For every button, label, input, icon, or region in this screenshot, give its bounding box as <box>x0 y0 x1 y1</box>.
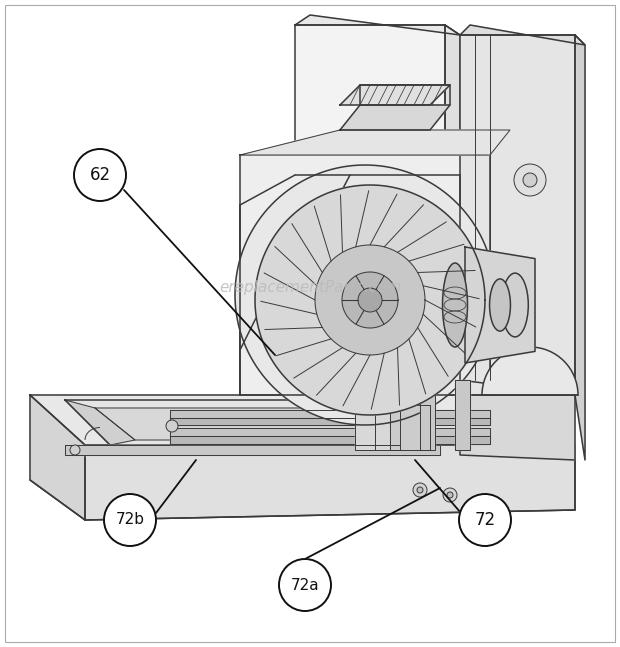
Text: 72: 72 <box>474 511 495 529</box>
Circle shape <box>514 164 546 196</box>
Circle shape <box>279 559 331 611</box>
Circle shape <box>459 494 511 546</box>
Polygon shape <box>315 245 425 355</box>
Polygon shape <box>235 165 495 425</box>
Circle shape <box>417 487 423 493</box>
Polygon shape <box>575 35 585 460</box>
Circle shape <box>358 288 382 312</box>
Ellipse shape <box>502 273 528 337</box>
Polygon shape <box>460 380 575 460</box>
Circle shape <box>447 492 453 498</box>
Polygon shape <box>445 25 460 395</box>
Circle shape <box>70 445 80 455</box>
Wedge shape <box>482 347 578 395</box>
Polygon shape <box>65 400 440 445</box>
Circle shape <box>74 149 126 201</box>
Polygon shape <box>240 130 510 155</box>
Polygon shape <box>170 428 490 436</box>
Polygon shape <box>255 185 485 415</box>
Polygon shape <box>295 25 445 395</box>
Polygon shape <box>420 380 435 450</box>
Circle shape <box>166 420 178 432</box>
Circle shape <box>104 494 156 546</box>
Polygon shape <box>170 436 490 444</box>
Polygon shape <box>170 410 490 418</box>
Polygon shape <box>85 445 575 520</box>
Polygon shape <box>460 35 575 395</box>
Text: 72a: 72a <box>291 578 319 593</box>
Polygon shape <box>455 380 470 450</box>
Polygon shape <box>460 25 585 45</box>
Text: 62: 62 <box>89 166 110 184</box>
Polygon shape <box>30 395 85 520</box>
Polygon shape <box>390 405 430 450</box>
Polygon shape <box>240 155 490 395</box>
Polygon shape <box>340 105 450 130</box>
Ellipse shape <box>443 263 467 347</box>
Circle shape <box>413 483 427 497</box>
Polygon shape <box>95 408 410 440</box>
Ellipse shape <box>490 279 510 331</box>
Circle shape <box>523 173 537 187</box>
Polygon shape <box>240 175 460 395</box>
Polygon shape <box>30 395 575 445</box>
Polygon shape <box>65 400 135 445</box>
Circle shape <box>443 488 457 502</box>
Text: 72b: 72b <box>115 512 144 527</box>
Polygon shape <box>355 390 400 450</box>
Polygon shape <box>170 418 490 425</box>
Polygon shape <box>295 15 460 35</box>
Polygon shape <box>65 445 440 455</box>
Text: ereplacementParts.com: ereplacementParts.com <box>219 280 401 296</box>
Polygon shape <box>340 85 450 105</box>
Polygon shape <box>342 272 398 328</box>
Polygon shape <box>465 247 535 363</box>
